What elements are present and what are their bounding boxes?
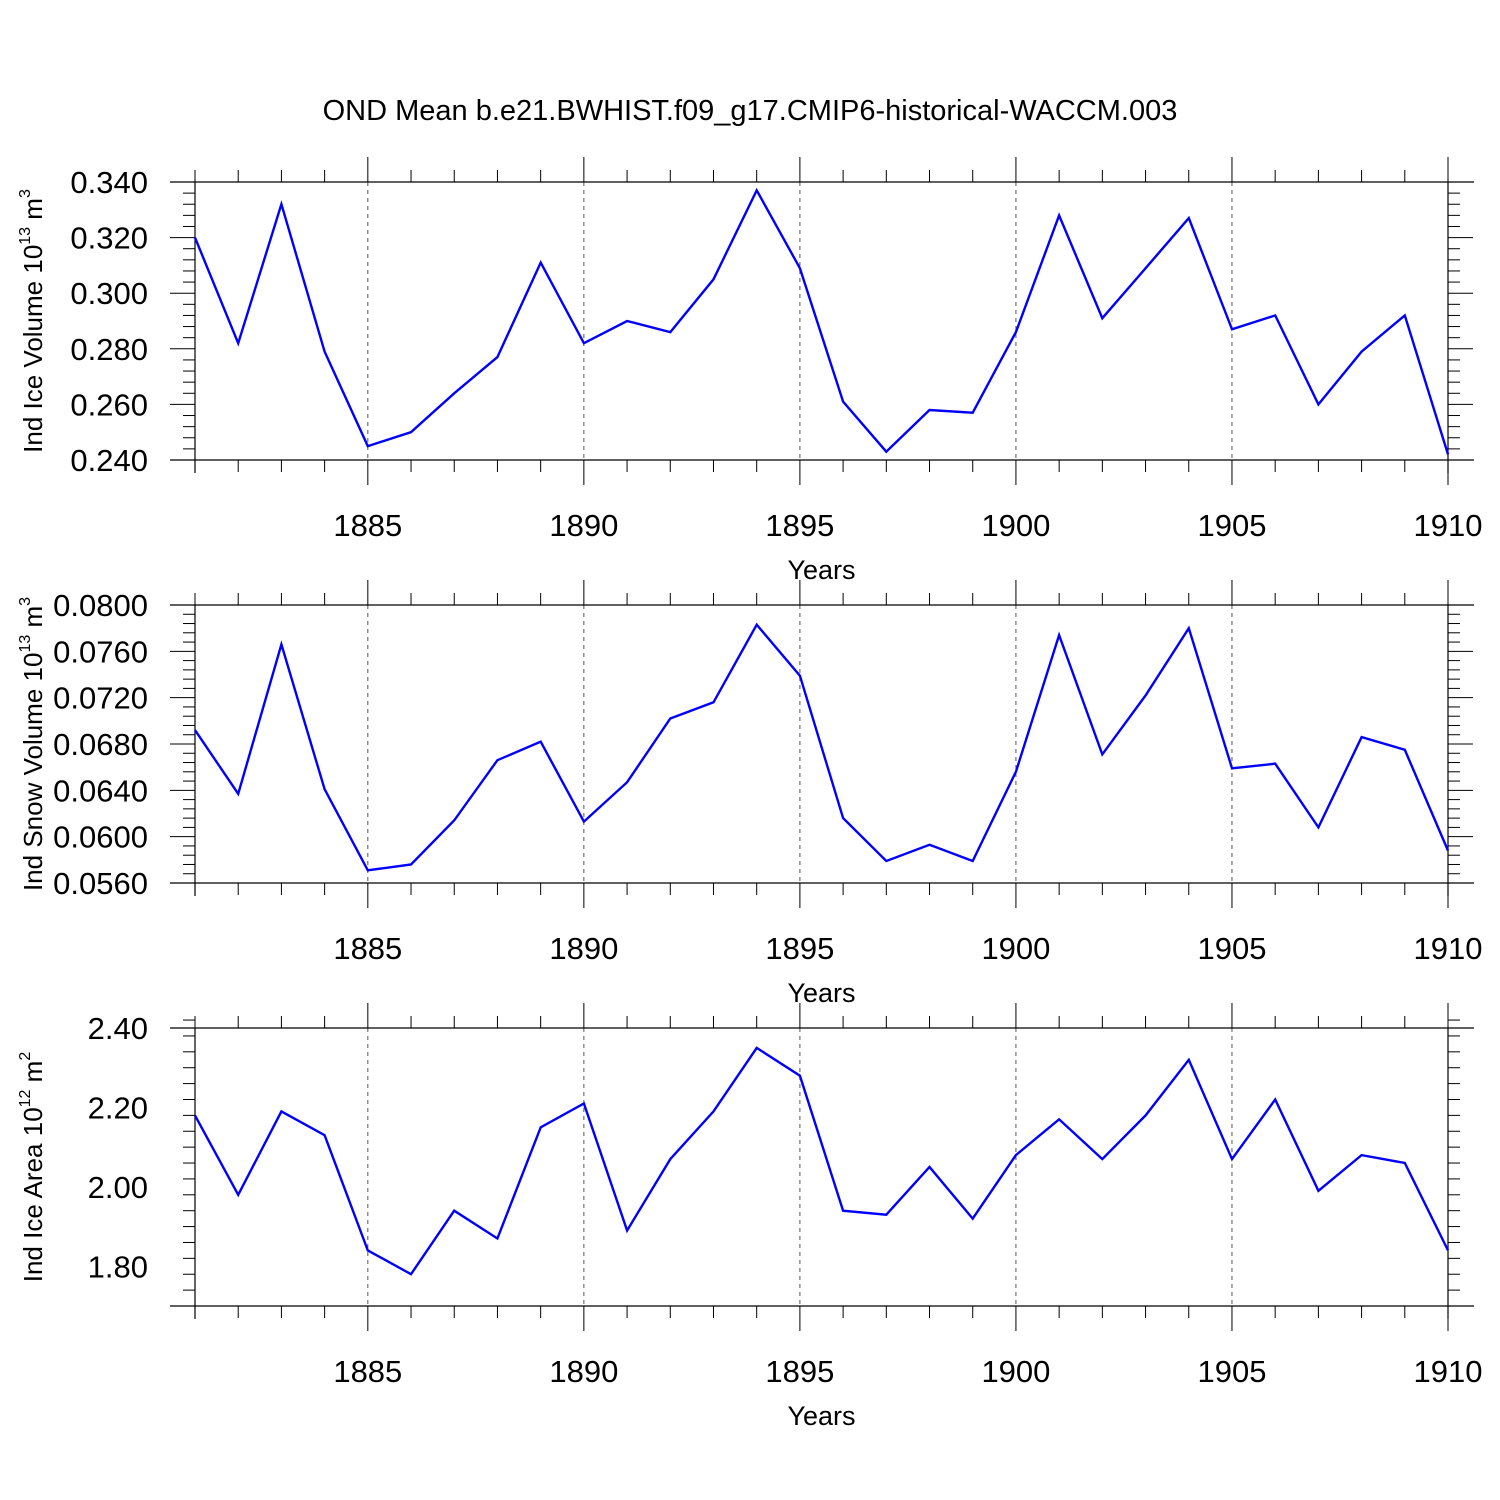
panel-3: 1.80 2.00 2.20 2.40 1885 1890 1895 1900 1905 1910…: [17, 1003, 1482, 1431]
y-axis-label: Ind Ice Volume 1013 m3: [17, 189, 48, 453]
x-axis-label: Years: [787, 978, 855, 1008]
x-tick-label: 1895: [765, 931, 834, 966]
series-line: [193, 1046, 1450, 1276]
y-tick-label: 0.240: [70, 443, 148, 478]
y-tick-label: 0.320: [70, 221, 148, 256]
y-axis-label: Ind Snow Volume 1013 m3: [17, 597, 48, 891]
y-tick-label: 0.0560: [53, 866, 148, 901]
series-line: [193, 187, 1450, 455]
y-tick-label: 0.300: [70, 276, 148, 311]
x-tick-label: 1895: [765, 508, 834, 543]
x-tick-label: 1885: [333, 1354, 402, 1389]
y-label-superscript: 2: [17, 1052, 34, 1061]
chart-panels: 0.240 0.260 0.280 0.300 0.320 0.340 1885 1890 18…: [17, 157, 1482, 1431]
y-label-superscript: 13: [17, 635, 34, 653]
x-tick-label: 1900: [981, 931, 1050, 966]
x-tick-label: 1890: [549, 931, 618, 966]
y-label-superscript: 3: [17, 189, 34, 198]
y-label-text: m: [18, 606, 48, 635]
x-tick-label: 1905: [1197, 508, 1266, 543]
y-tick-label: 0.0720: [53, 681, 148, 716]
x-tick-label: 1910: [1414, 1354, 1483, 1389]
x-tick-label: 1885: [333, 508, 402, 543]
y-axis-label: Ind Ice Area 1012 m2: [17, 1052, 48, 1283]
y-tick-label: 0.0800: [53, 588, 148, 623]
x-tick-label: 1900: [981, 508, 1050, 543]
x-tick-label: 1905: [1197, 1354, 1266, 1389]
y-tick-label: 2.20: [88, 1090, 148, 1125]
x-axis-label: Years: [787, 1401, 855, 1431]
x-tick-label: 1890: [549, 1354, 618, 1389]
y-label-text: m: [18, 198, 48, 227]
y-tick-label: 0.280: [70, 332, 148, 367]
y-label-superscript: 13: [17, 227, 34, 245]
x-tick-label: 1885: [333, 931, 402, 966]
x-tick-label: 1900: [981, 1354, 1050, 1389]
chart-title: OND Mean b.e21.BWHIST.f09_g17.CMIP6-hist…: [323, 95, 1178, 127]
y-tick-label: 2.00: [88, 1170, 148, 1205]
y-tick-label: 0.340: [70, 165, 148, 200]
x-tick-label: 1905: [1197, 931, 1266, 966]
y-tick-label: 0.260: [70, 387, 148, 422]
panel-2: 0.0560 0.0600 0.0640 0.0680 0.0720 0.0760 0.08…: [17, 580, 1482, 1008]
y-label-text: Ind Ice Volume 10: [18, 245, 48, 453]
y-label-superscript: 3: [17, 597, 34, 606]
y-label-text: Ind Ice Area 10: [18, 1107, 48, 1282]
y-tick-label: 0.0640: [53, 773, 148, 808]
panel-1: 0.240 0.260 0.280 0.300 0.320 0.340 1885 1890 18…: [17, 157, 1482, 585]
x-tick-label: 1895: [765, 1354, 834, 1389]
x-tick-label: 1910: [1414, 931, 1483, 966]
y-label-superscript: 12: [17, 1089, 34, 1107]
x-tick-label: 1890: [549, 508, 618, 543]
y-label-text: Ind Snow Volume 10: [18, 653, 48, 892]
y-tick-label: 1.80: [88, 1249, 148, 1284]
x-axis-label: Years: [787, 555, 855, 585]
x-tick-label: 1910: [1414, 508, 1483, 543]
y-tick-label: 0.0600: [53, 820, 148, 855]
series-line: [194, 622, 1450, 872]
y-tick-label: 2.40: [88, 1011, 148, 1046]
y-tick-label: 0.0680: [53, 727, 148, 762]
y-label-text: m: [18, 1061, 48, 1090]
y-tick-label: 0.0760: [53, 634, 148, 669]
